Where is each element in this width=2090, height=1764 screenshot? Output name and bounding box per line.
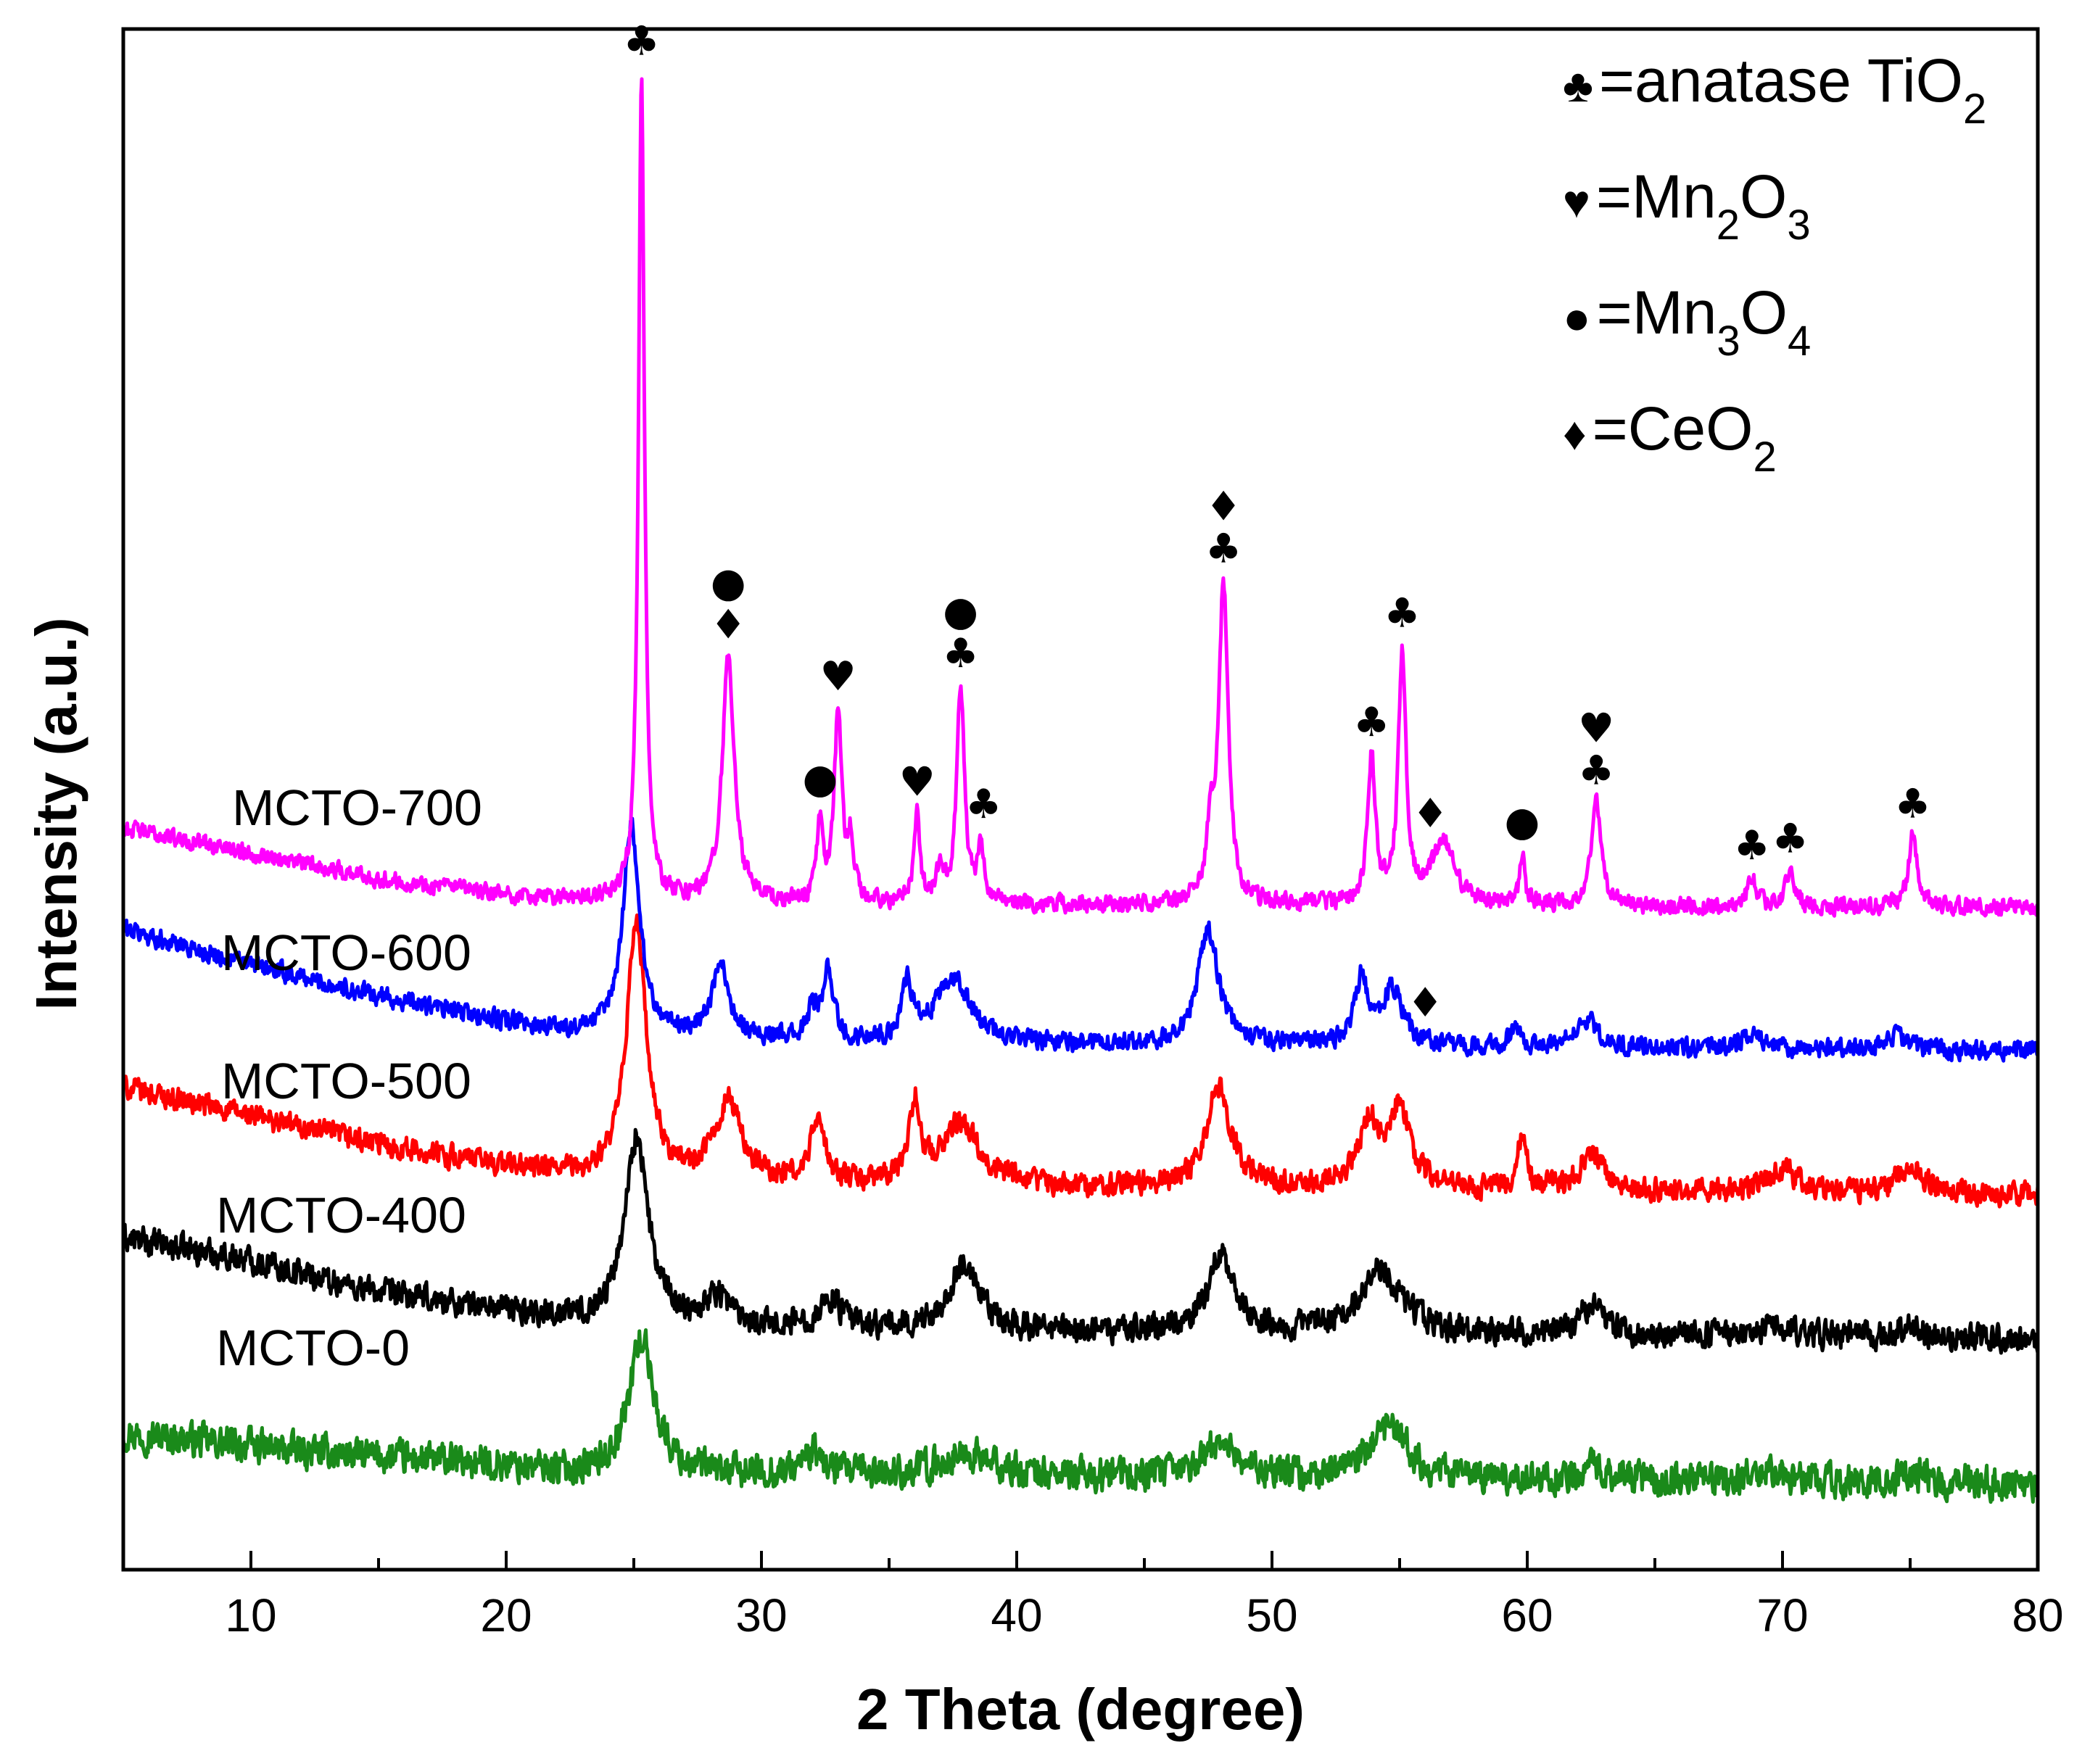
legend-label: O	[1740, 162, 1787, 231]
legend-label: O	[1740, 278, 1788, 347]
diamond-icon: ♦	[1407, 980, 1443, 1027]
legend-label: =CeO	[1593, 394, 1754, 463]
legend-subscript: 2	[1963, 86, 1986, 133]
club-icon: ♣	[1205, 526, 1242, 573]
series-label-mcto-400: MCTO-400	[216, 1187, 466, 1243]
legend-entry: ♣=anatase TiO2	[1563, 46, 1986, 133]
club-icon: ♣	[1384, 590, 1420, 637]
club-icon: ♣	[1734, 822, 1770, 869]
club-icon: ♣	[942, 630, 978, 677]
diamond-icon: ♦	[1412, 790, 1448, 837]
club-icon: ♣	[1353, 699, 1389, 746]
series-label-mcto-700: MCTO-700	[232, 779, 482, 836]
x-tick-label: 80	[2012, 1589, 2063, 1641]
club-icon: ♣	[1894, 780, 1930, 827]
series-label-mcto-500: MCTO-500	[221, 1053, 471, 1109]
x-tick-label: 70	[1756, 1589, 1808, 1641]
legend-label: =Mn	[1596, 162, 1717, 231]
series-label-mcto-600: MCTO-600	[221, 924, 471, 981]
x-tick-label: 40	[991, 1589, 1042, 1641]
legend-subscript: 3	[1787, 202, 1810, 249]
legend: ♣=anatase TiO2♥=Mn2O3●=Mn3O4♦=CeO2	[1563, 46, 1986, 481]
club-icon: ♣	[1578, 748, 1614, 795]
x-tick-label: 30	[735, 1589, 787, 1641]
club-icon: ♣	[1563, 59, 1593, 112]
legend-subscript: 4	[1788, 318, 1811, 365]
x-tick-label: 10	[225, 1589, 276, 1641]
club-icon: ♣	[623, 17, 659, 65]
y-axis-title: Intensity (a.u.)	[24, 617, 88, 1010]
series-mcto-500	[121, 913, 2040, 1209]
x-axis-ticks: 10 20 30 40 50 60 70 80	[122, 1551, 2064, 1641]
x-axis-title: 2 Theta (degree)	[856, 1677, 1305, 1742]
legend-label: =anatase TiO	[1599, 46, 1963, 115]
heart-icon: ♥	[819, 653, 856, 700]
club-icon: ♣	[965, 781, 1001, 828]
series-mcto-700	[121, 77, 2039, 918]
series-mcto-600	[121, 816, 2040, 1063]
dot-icon: ●	[1563, 291, 1591, 344]
series-layer	[121, 77, 2040, 1504]
dot-icon: ●	[943, 588, 978, 635]
x-tick-label: 50	[1246, 1589, 1297, 1641]
legend-entry: ●=Mn3O4	[1563, 278, 1811, 365]
diamond-icon: ♦	[710, 602, 746, 649]
diamond-icon: ♦	[1205, 484, 1242, 531]
heart-icon: ♥	[1563, 175, 1590, 228]
club-icon: ♣	[1772, 816, 1808, 863]
legend-subscript: 2	[1717, 202, 1740, 249]
dot-icon: ●	[803, 755, 838, 803]
diamond-icon: ♦	[1563, 407, 1587, 460]
heart-icon: ♥	[899, 758, 935, 806]
legend-label: =Mn	[1597, 278, 1717, 347]
series-label-mcto-0: MCTO-0	[216, 1320, 410, 1376]
series-mcto-0	[121, 1328, 2040, 1504]
legend-subscript: 3	[1717, 318, 1740, 365]
legend-entry: ♥=Mn2O3	[1563, 162, 1811, 249]
series-label-layer: MCTO-0 MCTO-400 MCTO-500 MCTO-600 MCTO-700	[216, 779, 482, 1376]
dot-icon: ●	[1505, 798, 1540, 845]
legend-subscript: 2	[1753, 434, 1776, 481]
heart-icon: ♥	[1578, 705, 1614, 753]
series-mcto-400	[121, 1127, 2040, 1355]
dot-icon: ●	[711, 560, 746, 607]
x-tick-label: 60	[1501, 1589, 1553, 1641]
x-tick-label: 20	[480, 1589, 532, 1641]
plot-frame	[121, 27, 2040, 1572]
legend-entry: ♦=CeO2	[1563, 394, 1777, 481]
peak-marker-layer: ♣♦●●♥♥♣●♣♣♦♣♣♦ ●♣♥♣ ♣♣♦	[623, 17, 1930, 1027]
